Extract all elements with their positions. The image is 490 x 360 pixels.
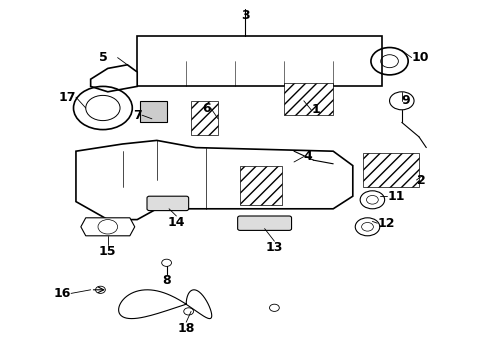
FancyBboxPatch shape [238,216,292,230]
Bar [363,153,419,187]
Bar [191,101,218,135]
Text: 4: 4 [304,150,313,163]
Polygon shape [81,218,135,236]
Text: 6: 6 [202,102,211,114]
Bar [137,36,382,86]
Text: 13: 13 [266,241,283,254]
Text: 1: 1 [311,103,320,116]
Bar [284,83,333,115]
Text: 15: 15 [99,245,117,258]
Text: 3: 3 [241,9,249,22]
Text: 14: 14 [168,216,185,229]
Text: 5: 5 [99,51,108,64]
Text: 12: 12 [377,217,395,230]
Bar [140,101,167,122]
Text: 10: 10 [412,51,429,64]
Polygon shape [76,140,353,220]
Bar [240,166,282,205]
Polygon shape [91,65,137,92]
Text: 18: 18 [177,322,195,335]
Text: 17: 17 [58,91,76,104]
Text: 9: 9 [402,94,411,107]
Text: 2: 2 [416,174,425,186]
FancyBboxPatch shape [147,196,189,211]
Text: 11: 11 [387,190,405,203]
Text: 16: 16 [54,287,71,300]
Text: 7: 7 [133,109,142,122]
Text: 8: 8 [162,274,171,287]
